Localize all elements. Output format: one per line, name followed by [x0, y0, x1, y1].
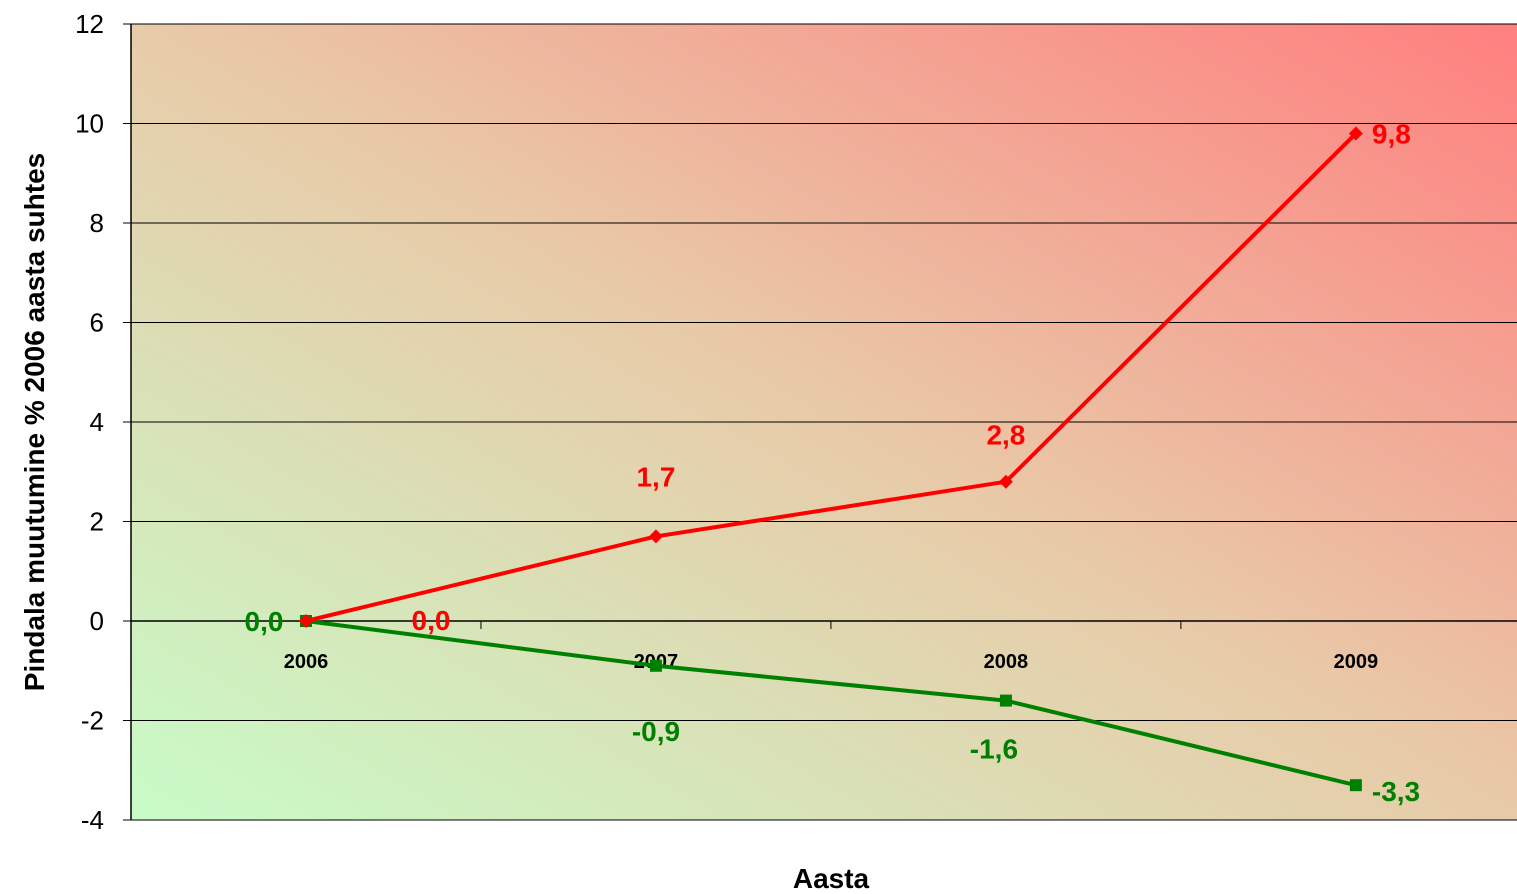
data-point [998, 474, 1013, 489]
y-axis-title: Pindala muutumine % 2006 aasta suhtes [19, 153, 50, 691]
series-layer [298, 126, 1363, 792]
data-point [1349, 779, 1362, 792]
data-label: 0,0 [245, 606, 284, 637]
data-label: 9,8 [1372, 118, 1411, 149]
data-label: 1,7 [636, 461, 675, 492]
y-tick-label: 10 [75, 109, 104, 139]
data-label: -0,9 [632, 716, 680, 747]
y-tick-label: 6 [90, 308, 104, 338]
data-label: -3,3 [1372, 776, 1420, 807]
data-label: 2,8 [986, 420, 1025, 451]
data-label: -1,6 [970, 734, 1018, 765]
y-tick-label: -4 [81, 805, 104, 835]
x-tick-label: 2006 [284, 651, 329, 673]
data-point [999, 694, 1012, 707]
y-tick-label: 0 [90, 606, 104, 636]
x-tick-label: 2009 [1334, 651, 1379, 673]
y-tick-label: 12 [75, 9, 104, 39]
y-tick-label: 4 [90, 407, 104, 437]
data-point [298, 614, 313, 628]
data-point [1348, 126, 1363, 141]
series-line [305, 619, 1357, 788]
series-line [305, 132, 1358, 623]
x-axis-title: Aasta [793, 863, 870, 894]
data-label: 0,0 [412, 605, 451, 636]
y-tick-label: 2 [90, 507, 104, 537]
data-point [648, 529, 663, 544]
x-tick-label: 2008 [984, 651, 1029, 673]
data-point [649, 659, 662, 672]
y-tick-label: 8 [90, 208, 104, 238]
y-tick-label: -2 [81, 706, 104, 736]
data-labels: 0,0 1,7 2,8 9,8 0,0 -0,9 -1,6 -3,3 [245, 118, 1421, 807]
